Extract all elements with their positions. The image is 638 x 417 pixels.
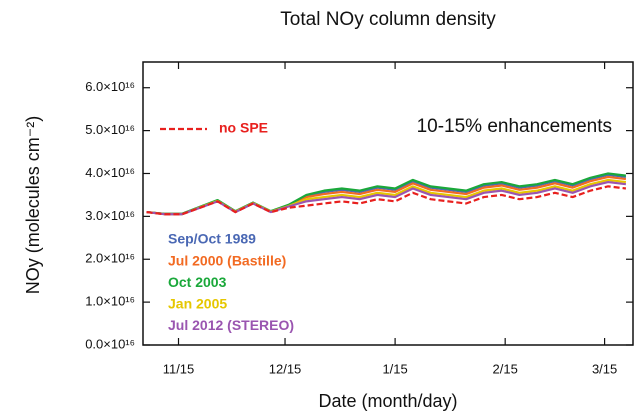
legend-label: Jan 2005 <box>168 296 227 312</box>
legend-label: Sep/Oct 1989 <box>168 231 256 247</box>
lines <box>146 172 627 216</box>
y-tick-label: 0.0×10¹⁶ <box>85 336 135 351</box>
x-tick-label: 1/15 <box>382 361 407 376</box>
series-line <box>146 185 627 216</box>
legend-label: Jul 2012 (STEREO) <box>168 317 294 333</box>
x-tick-label: 11/15 <box>163 361 195 376</box>
x-tick-label: 2/15 <box>493 361 518 376</box>
legend-label: Jul 2000 (Bastille) <box>168 252 286 268</box>
chart-title: Total NOy column density <box>280 9 496 30</box>
legend-label: Oct 2003 <box>168 274 227 290</box>
y-tick-label: 1.0×10¹⁶ <box>85 294 135 309</box>
y-tick-label: 4.0×10¹⁶ <box>85 165 135 180</box>
x-tick-label: 3/15 <box>592 361 617 376</box>
annotation: 10-15% enhancements <box>417 116 612 137</box>
y-axis-label: NOy (molecules cm⁻²) <box>23 116 43 295</box>
legend-label: no SPE <box>219 120 268 136</box>
x-tick-label: 12/15 <box>269 361 302 376</box>
y-tick-label: 6.0×10¹⁶ <box>85 79 135 94</box>
x-axis-label: Date (month/day) <box>318 391 457 411</box>
y-tick-label: 3.0×10¹⁶ <box>85 208 135 223</box>
y-tick-label: 2.0×10¹⁶ <box>85 251 135 266</box>
y-tick-label: 5.0×10¹⁶ <box>85 122 135 137</box>
plot-frame <box>142 61 634 346</box>
